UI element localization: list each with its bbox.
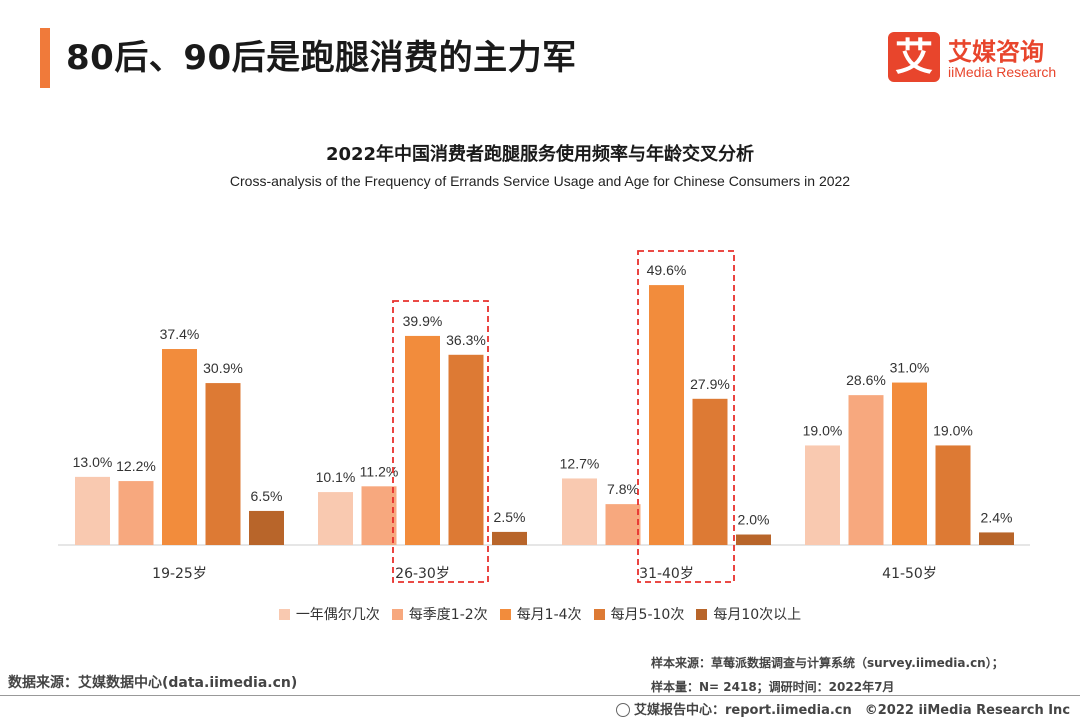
data-label: 31.0% xyxy=(890,360,930,376)
data-label: 37.4% xyxy=(160,326,200,342)
x-tick-label: 31-40岁 xyxy=(639,566,694,582)
bar-26-30岁-一年偶尔几次 xyxy=(318,492,353,545)
bar-26-30岁-每月10次以上 xyxy=(492,531,527,545)
legend-item: 每月1-4次 xyxy=(499,604,582,624)
bar-41-50岁-每月5-10次 xyxy=(935,445,971,545)
bar-31-40岁-每月5-10次 xyxy=(692,398,728,545)
chart-legend: 一年偶尔几次 每季度1-2次 每月1-4次 每月5-10次 每月10次以上 xyxy=(0,604,1080,624)
x-tick-label: 41-50岁 xyxy=(882,566,937,582)
data-label: 19.0% xyxy=(933,422,973,438)
bar-41-50岁-每月10次以上 xyxy=(979,532,1014,545)
data-label: 39.9% xyxy=(403,313,443,329)
bar-31-40岁-每月1-4次 xyxy=(649,285,684,545)
footer-divider xyxy=(0,695,1080,696)
highlight-box-31-40岁 xyxy=(637,250,735,583)
x-tick-label: 19-25岁 xyxy=(152,566,207,582)
legend-item: 每季度1-2次 xyxy=(391,604,488,624)
page-title: 80后、90后是跑腿消费的主力军 xyxy=(66,38,577,78)
legend-item: 一年偶尔几次 xyxy=(278,604,380,624)
bar-19-25岁-一年偶尔几次 xyxy=(75,476,110,545)
data-label: 28.6% xyxy=(846,372,886,388)
bar-41-50岁-每季度1-2次 xyxy=(848,395,884,545)
bar-31-40岁-每月10次以上 xyxy=(736,534,771,545)
bar-chart: 13.0% 12.2% 37.4% 30.9% 6.5% 19-25岁 10.1% 11.2%… xyxy=(58,250,1030,583)
brand-logo: 艾 艾媒咨询 iiMedia Research xyxy=(888,32,1058,84)
legend-swatch xyxy=(593,609,605,620)
bar-19-25岁-每月10次以上 xyxy=(249,510,284,545)
legend-label: 一年偶尔几次 xyxy=(295,607,380,623)
report-center-icon xyxy=(616,703,630,717)
bar-19-25岁-每季度1-2次 xyxy=(118,481,154,545)
data-label: 11.2% xyxy=(360,463,399,479)
logo-mark-icon: 艾 xyxy=(888,32,940,82)
bar-26-30岁-每月5-10次 xyxy=(448,354,484,545)
legend-swatch xyxy=(278,609,290,620)
highlight-box-26-30岁 xyxy=(392,300,489,583)
sample-size-note: 样本量：N= 2418；调研时间：2022年7月 xyxy=(651,680,895,694)
sample-source-note: 样本来源：草莓派数据调查与计算系统（survey.iimedia.cn）； xyxy=(651,656,1004,670)
x-tick-label: 26-30岁 xyxy=(395,566,450,582)
data-label: 19.0% xyxy=(803,422,843,438)
data-label: 36.3% xyxy=(446,332,486,348)
legend-item: 每月10次以上 xyxy=(696,604,801,624)
data-label: 30.9% xyxy=(203,360,243,376)
data-label: 27.9% xyxy=(690,376,730,392)
bar-41-50岁-每月1-4次 xyxy=(892,382,927,545)
bar-41-50岁-一年偶尔几次 xyxy=(805,445,840,545)
data-label: 10.1% xyxy=(316,469,356,485)
legend-label: 每月10次以上 xyxy=(713,607,802,623)
legend-item: 每月5-10次 xyxy=(593,604,685,624)
legend-swatch xyxy=(391,609,403,620)
footer-copyright: 艾媒报告中心：report.iimedia.cn ©2022 iiMedia R… xyxy=(616,699,1070,718)
bar-31-40岁-一年偶尔几次 xyxy=(562,478,597,545)
legend-label: 每季度1-2次 xyxy=(408,607,488,623)
data-label: 2.5% xyxy=(494,509,526,525)
bar-26-30岁-每季度1-2次 xyxy=(361,486,397,545)
data-source: 数据来源：艾媒数据中心(data.iimedia.cn) xyxy=(8,675,298,691)
legend-swatch xyxy=(696,609,708,620)
data-label: 12.2% xyxy=(116,458,156,474)
chart-title: 2022年中国消费者跑腿服务使用频率与年龄交叉分析 xyxy=(325,144,755,165)
data-label: 49.6% xyxy=(647,262,687,278)
legend-swatch xyxy=(499,609,511,620)
data-label: 7.8% xyxy=(607,481,639,497)
data-label: 12.7% xyxy=(560,455,600,471)
legend-label: 每月5-10次 xyxy=(610,607,685,623)
data-label: 13.0% xyxy=(73,454,113,470)
logo-name-cn: 艾媒咨询 xyxy=(948,38,1044,66)
logo-name-en: iiMedia Research xyxy=(948,64,1057,80)
bar-19-25岁-每月1-4次 xyxy=(162,349,197,545)
data-label: 2.4% xyxy=(981,509,1013,525)
data-label: 2.0% xyxy=(738,512,770,528)
bar-26-30岁-每月1-4次 xyxy=(405,335,440,545)
chart-subtitle: Cross-analysis of the Frequency of Erran… xyxy=(229,173,851,189)
footer-report-text: 艾媒报告中心：report.iimedia.cn ©2022 iiMedia R… xyxy=(634,703,1071,718)
bar-31-40岁-每季度1-2次 xyxy=(605,504,641,545)
data-label: 6.5% xyxy=(251,488,283,504)
title-accent-bar xyxy=(40,28,50,88)
legend-label: 每月1-4次 xyxy=(516,607,582,623)
bar-19-25岁-每月5-10次 xyxy=(205,383,241,545)
